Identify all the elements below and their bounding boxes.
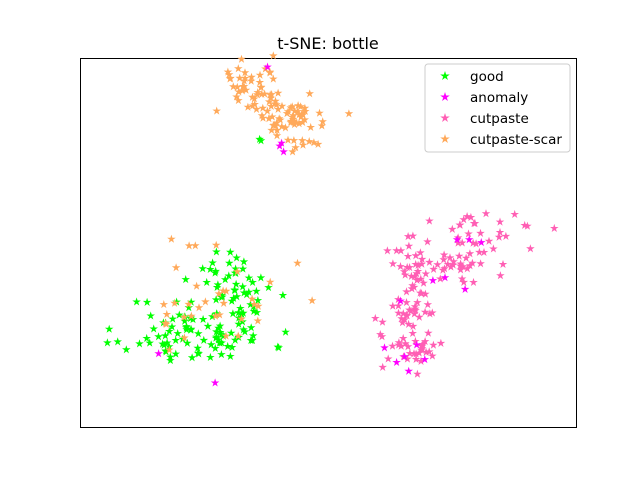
legend-entry-cutpaste-scar: cutpaste-scar	[440, 132, 562, 148]
legend-label-anomaly: anomaly	[470, 90, 528, 106]
legend-entry-anomaly: anomaly	[440, 90, 528, 106]
chart-title: t-SNE: bottle	[277, 34, 379, 53]
legend-label-good: good	[470, 69, 504, 85]
legend-entry-cutpaste: cutpaste	[440, 111, 529, 127]
legend-label-cutpaste: cutpaste	[470, 111, 529, 127]
legend: good anomaly cutpaste cutpaste-scar	[424, 63, 571, 153]
legend-entry-good: good	[440, 69, 504, 85]
legend-box	[424, 63, 571, 153]
legend-label-cutpaste-scar: cutpaste-scar	[470, 132, 562, 148]
